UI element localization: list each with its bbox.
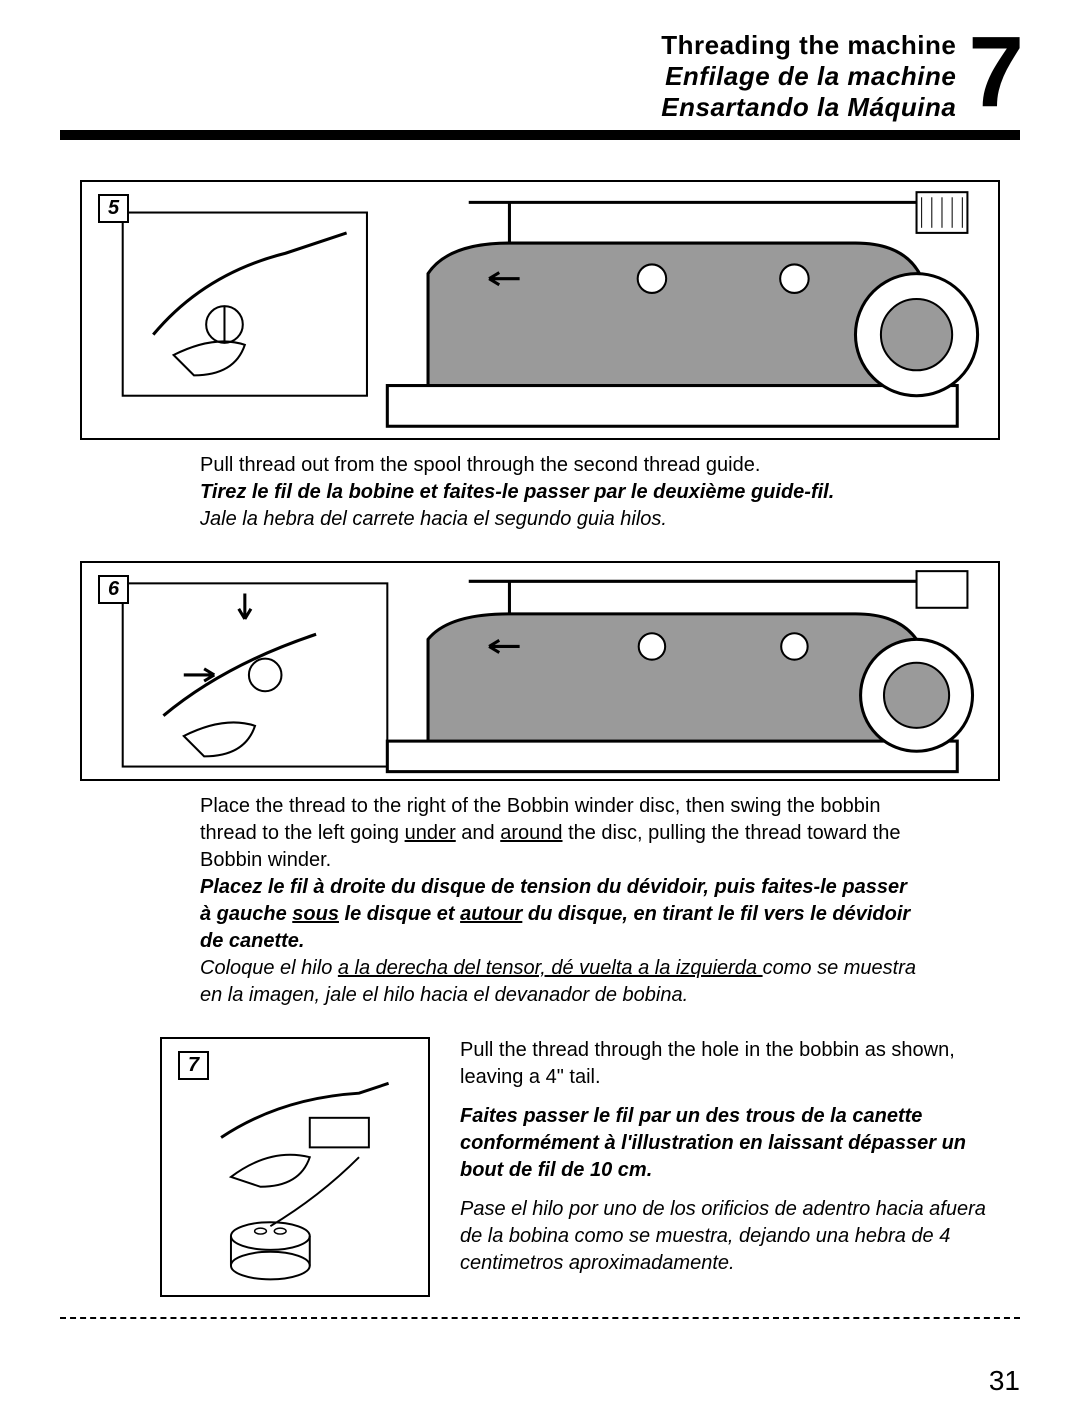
caption-5-es: Jale la hebra del carrete hacia el segun… [200, 506, 920, 533]
header-rule [60, 130, 1020, 140]
caption-6-en: Place the thread to the right of the Bob… [200, 793, 920, 874]
caption-7: Pull the thread through the hole in the … [460, 1037, 1000, 1289]
t: a la derecha del tensor, dé vuelta a la … [338, 957, 763, 979]
t: autour [460, 903, 522, 925]
caption-7-es: Pase el hilo por uno de los orificios de… [460, 1196, 1000, 1277]
figure-7: 7 [160, 1037, 430, 1297]
step-6-label: 6 [98, 575, 129, 604]
figure-5-sketch [82, 182, 998, 447]
t: under [405, 822, 456, 844]
caption-5-fr: Tirez le fil de la bobine et faites-le p… [200, 479, 920, 506]
footer-rule [60, 1317, 1020, 1319]
caption-6-es: Coloque el hilo a la derecha del tensor,… [200, 955, 920, 1009]
caption-6-fr: Placez le fil à droite du disque de tens… [200, 874, 920, 955]
caption-5: Pull thread out from the spool through t… [200, 452, 920, 533]
caption-5-en: Pull thread out from the spool through t… [200, 452, 920, 479]
step-5-label: 5 [98, 194, 129, 223]
t: Coloque el hilo [200, 957, 338, 979]
t: and [456, 822, 500, 844]
t: le disque et [339, 903, 460, 925]
page-number: 31 [989, 1365, 1020, 1397]
page-header: Threading the machine Enfilage de la mac… [60, 30, 1020, 124]
title-fr: Enfilage de la machine [661, 61, 956, 92]
figure-6-sketch [82, 563, 998, 787]
caption-7-en: Pull the thread through the hole in the … [460, 1037, 1000, 1091]
step-7-row: 7 Pull the thread through the hole in th… [160, 1037, 1000, 1297]
caption-7-fr: Faites passer le fil par un des trous de… [460, 1103, 1000, 1184]
figure-5: 5 [80, 180, 1000, 440]
header-titles: Threading the machine Enfilage de la mac… [661, 30, 956, 124]
title-es: Ensartando la Máquina [661, 92, 956, 123]
title-en: Threading the machine [661, 30, 956, 61]
chapter-number: 7 [968, 30, 1020, 115]
figure-6: 6 [80, 561, 1000, 781]
step-7-label: 7 [178, 1051, 209, 1080]
t: sous [292, 903, 339, 925]
caption-6: Place the thread to the right of the Bob… [200, 793, 920, 1009]
t: around [500, 822, 562, 844]
